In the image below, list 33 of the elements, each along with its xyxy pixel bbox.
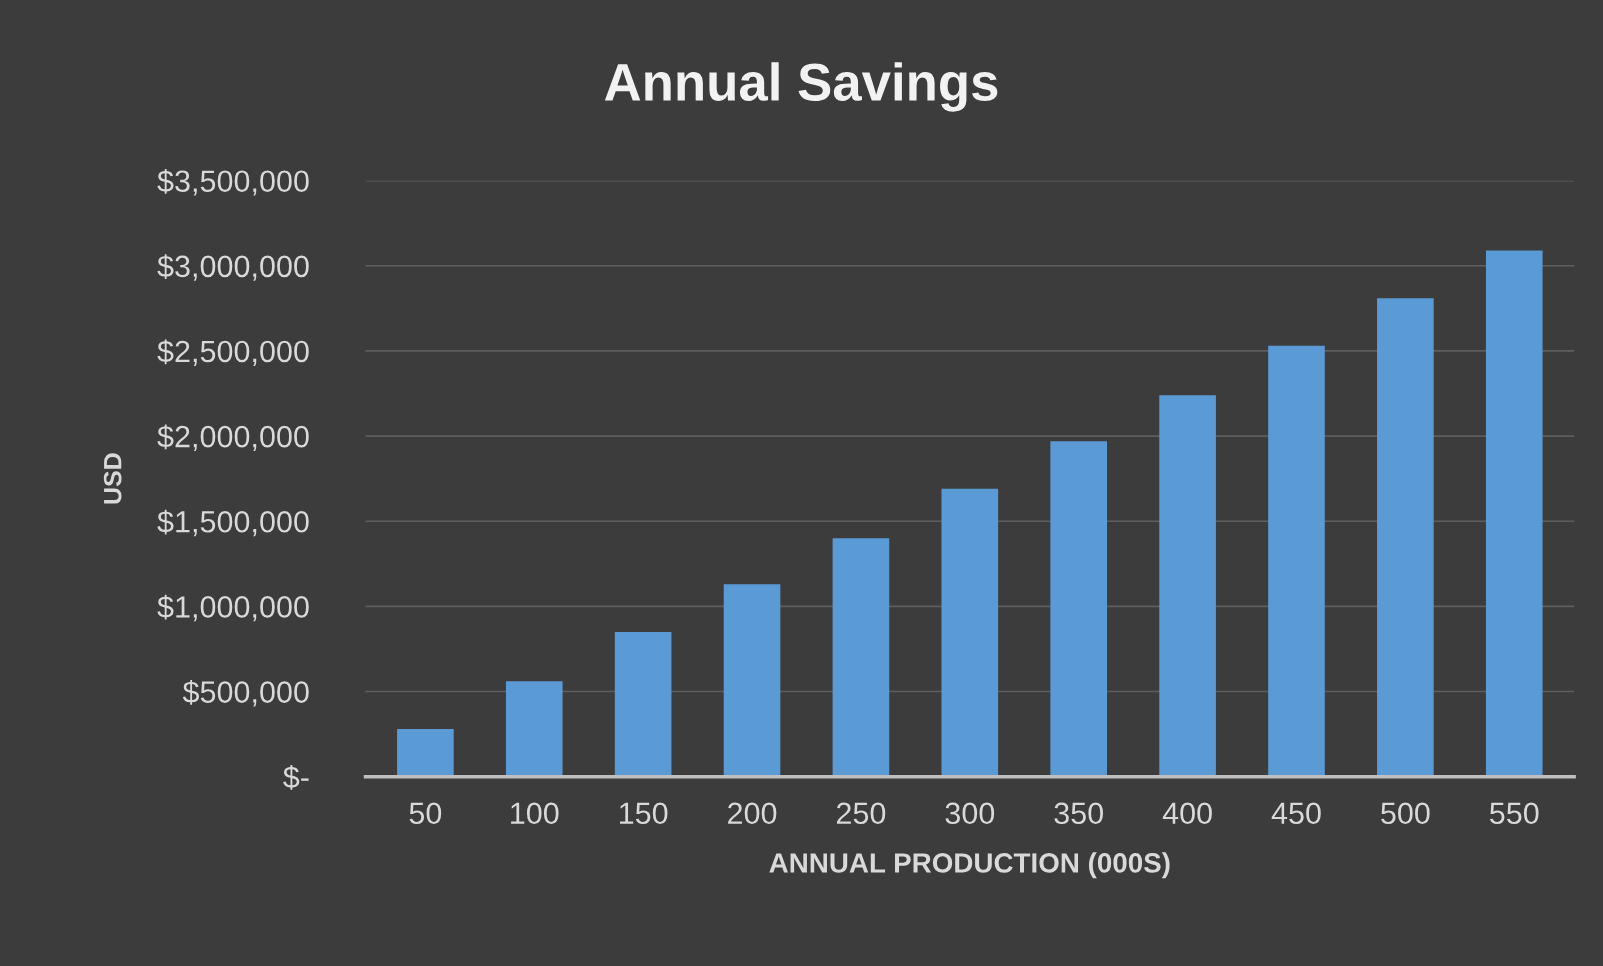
y-tick-label: $2,000,000 xyxy=(157,424,309,452)
x-tick-label: 150 xyxy=(619,802,668,825)
bar xyxy=(1268,345,1325,777)
bar xyxy=(1485,250,1543,777)
bar xyxy=(397,728,454,777)
y-tick-label: $500,000 xyxy=(182,679,309,707)
bar xyxy=(941,488,999,777)
chart-title: Annual Savings xyxy=(604,62,998,112)
bar xyxy=(1377,298,1434,777)
y-tick-label: $1,500,000 xyxy=(157,509,309,537)
bar xyxy=(505,681,563,777)
y-tick-label: $- xyxy=(283,765,309,790)
x-tick-label: 50 xyxy=(409,802,442,825)
y-tick-label: $3,000,000 xyxy=(157,254,309,281)
x-axis-title: ANNUAL PRODUCTION (000S) xyxy=(769,852,1170,879)
x-tick-label: 500 xyxy=(1381,802,1430,825)
y-axis-title: USD xyxy=(103,453,122,504)
bar xyxy=(1159,395,1216,777)
x-tick-label: 400 xyxy=(1162,802,1212,825)
x-tick-label: 550 xyxy=(1489,802,1539,825)
x-tick-label: 250 xyxy=(836,802,886,825)
x-tick-label: 350 xyxy=(1054,802,1103,825)
x-tick-label: 100 xyxy=(511,802,559,825)
y-tick-label: $3,500,000 xyxy=(157,169,309,196)
x-tick-label: 200 xyxy=(728,802,777,825)
bar xyxy=(614,631,672,777)
y-tick-label: $2,500,000 xyxy=(157,339,309,366)
x-tick-label: 450 xyxy=(1271,802,1321,825)
x-tick-label: 300 xyxy=(945,802,995,825)
bar xyxy=(832,538,890,777)
bar xyxy=(723,584,781,777)
y-tick-label: $1,000,000 xyxy=(157,594,309,622)
bar xyxy=(1050,441,1108,777)
